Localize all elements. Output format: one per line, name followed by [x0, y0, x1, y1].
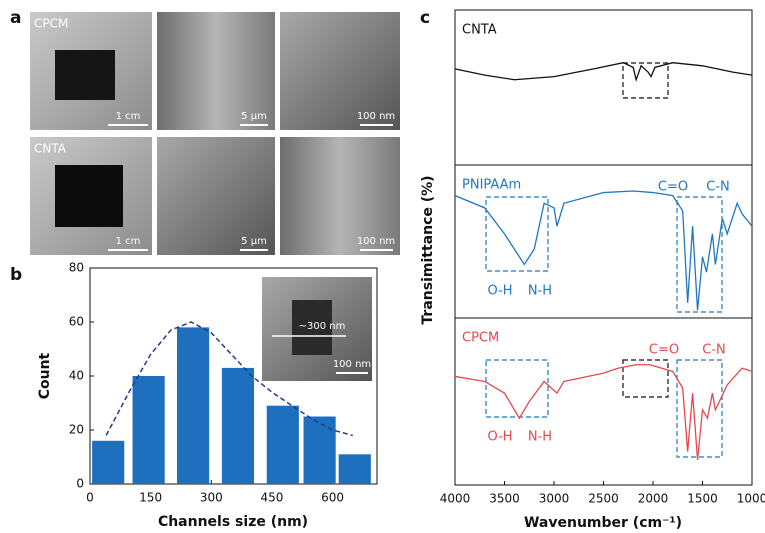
- scale-label: 5 μm: [241, 111, 267, 122]
- annotation: N-H: [528, 430, 552, 445]
- x-axis-label: Channels size (nm): [158, 514, 308, 530]
- x-tick-label: 2500: [588, 492, 619, 506]
- y-tick-label: 20: [69, 423, 84, 437]
- highlight-box: [623, 63, 668, 98]
- series-label: CNTA: [462, 23, 497, 38]
- scale-label: 100 nm: [357, 236, 395, 247]
- x-tick-label: 4000: [440, 492, 471, 506]
- bar: [177, 327, 209, 484]
- photo-grid: [30, 12, 400, 255]
- series-label: CPCM: [462, 331, 499, 346]
- figure: a CPCM 1 cm 5 μm 100 nm CNTA 1 cm 5 μm 1…: [0, 0, 765, 533]
- scale-label: 100 nm: [333, 359, 371, 370]
- panel-letter: c: [420, 8, 430, 28]
- x-tick-label: 300: [200, 491, 223, 505]
- x-tick-label: 150: [139, 491, 162, 505]
- x-tick-label: 1500: [687, 492, 718, 506]
- y-tick-label: 60: [69, 315, 84, 329]
- inset-label: ~300 nm: [299, 321, 346, 332]
- plot-frame: [455, 10, 752, 485]
- bar: [304, 417, 336, 485]
- x-tick-label: 450: [260, 491, 283, 505]
- x-tick-label: 3500: [489, 492, 520, 506]
- x-tick-label: 1000: [737, 492, 765, 506]
- highlight-box: [486, 197, 548, 271]
- annotation: C-N: [706, 180, 730, 195]
- spectrum: [455, 63, 752, 80]
- annotation: C-N: [702, 343, 726, 358]
- photo-label: CNTA: [34, 142, 67, 156]
- sample: [55, 50, 115, 100]
- bar: [92, 441, 124, 484]
- panel-letter: b: [10, 265, 22, 285]
- annotation: O-H: [487, 430, 512, 445]
- bar: [339, 454, 371, 484]
- x-tick-label: 600: [321, 491, 344, 505]
- bar: [267, 406, 299, 484]
- panel-letter: a: [10, 8, 21, 28]
- spectrum: [455, 365, 752, 460]
- annotation: N-H: [528, 284, 552, 299]
- x-tick-label: 2000: [638, 492, 669, 506]
- annotation: O-H: [487, 284, 512, 299]
- y-tick-label: 40: [69, 369, 84, 383]
- annotation: C=O: [658, 180, 688, 195]
- y-axis-label: Transimittance (%): [420, 175, 436, 324]
- scale-label: 1 cm: [116, 236, 141, 247]
- scale-label: 1 cm: [116, 111, 141, 122]
- y-tick-label: 80: [69, 261, 84, 275]
- bar: [133, 376, 165, 484]
- series-label: PNIPAAm: [462, 178, 521, 193]
- y-axis-label: Count: [37, 352, 53, 399]
- scale-label: 100 nm: [357, 111, 395, 122]
- annotation: C=O: [649, 343, 679, 358]
- x-axis-label: Wavenumber (cm⁻¹): [524, 515, 682, 531]
- x-tick-label: 0: [86, 491, 94, 505]
- bar: [222, 368, 254, 484]
- scale-label: 5 μm: [241, 236, 267, 247]
- y-tick-label: 0: [76, 477, 84, 491]
- x-tick-label: 3000: [539, 492, 570, 506]
- photo-label: CPCM: [34, 17, 68, 31]
- sample: [55, 165, 123, 227]
